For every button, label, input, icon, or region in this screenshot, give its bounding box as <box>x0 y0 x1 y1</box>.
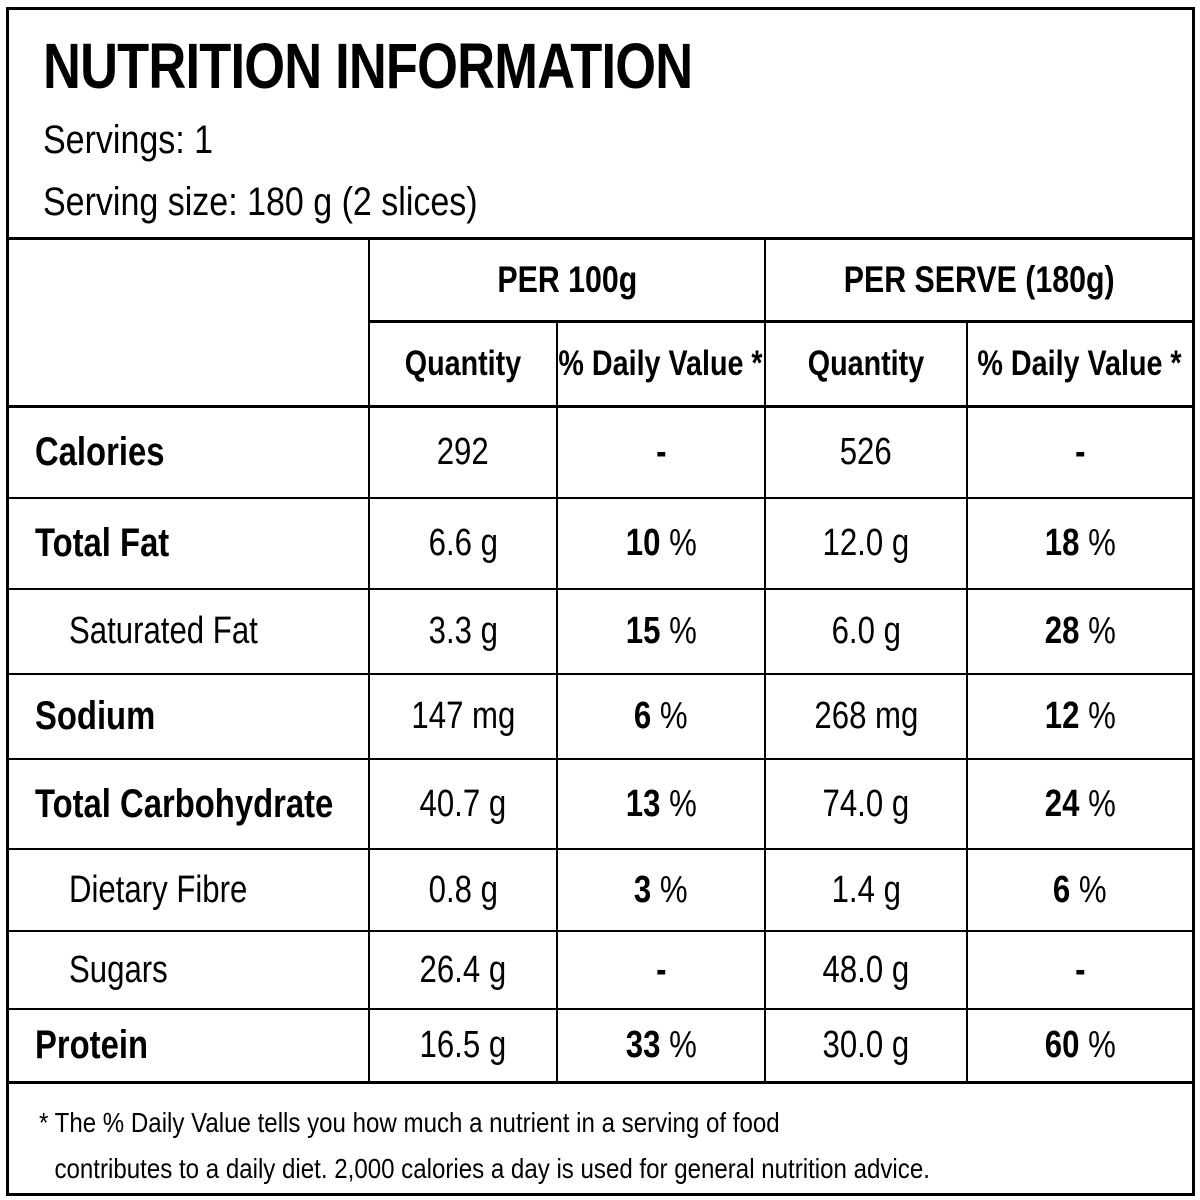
col-header-per-serve: PER SERVE (180g) <box>843 259 1115 300</box>
cell-sugars-dv-serve: - <box>1074 948 1086 991</box>
cell-total-fat-qty-100g: 6.6 g <box>428 522 498 564</box>
cell-sodium-dv-100g: 6 % <box>634 695 688 737</box>
footnote-line-2: contributes to a daily diet. 2,000 calor… <box>54 1153 930 1184</box>
cell-saturated-fat-qty-100g: 3.3 g <box>428 610 498 652</box>
footnote: * The % Daily Value tells you how much a… <box>39 1100 1075 1192</box>
cell-total-fat-dv-serve: 18 % <box>1044 522 1116 564</box>
cell-calories-qty-serve: 526 <box>840 431 892 473</box>
cell-total-carbohydrate-dv-100g: 13 % <box>625 782 697 825</box>
cell-protein-qty-100g: 16.5 g <box>419 1024 507 1066</box>
cell-total-carbohydrate-dv-serve: 24 % <box>1044 782 1116 825</box>
nutrition-panel: NUTRITION INFORMATION Servings: 1 Servin… <box>6 7 1195 1196</box>
row-label-total-carbohydrate: Total Carbohydrate <box>35 781 334 826</box>
row-label-calories: Calories <box>35 430 165 474</box>
col-header-dv-serve: % Daily Value * <box>977 344 1183 383</box>
cell-dietary-fibre-qty-100g: 0.8 g <box>428 868 498 911</box>
cell-sodium-qty-100g: 147 mg <box>411 695 515 737</box>
cell-saturated-fat-qty-serve: 6.0 g <box>831 610 901 652</box>
cell-sugars-dv-100g: - <box>655 948 667 991</box>
row-label-saturated-fat: Saturated Fat <box>69 610 258 652</box>
cell-protein-dv-serve: 60 % <box>1044 1024 1116 1066</box>
cell-total-fat-qty-serve: 12.0 g <box>822 522 910 564</box>
row-label-sodium: Sodium <box>35 694 156 738</box>
cell-sodium-dv-serve: 12 % <box>1044 695 1116 737</box>
col-header-dv-100g: % Daily Value * <box>558 344 764 383</box>
cell-sodium-qty-serve: 268 mg <box>814 695 918 737</box>
cell-saturated-fat-dv-100g: 15 % <box>625 610 697 652</box>
cell-calories-dv-100g: - <box>655 431 667 473</box>
row-label-dietary-fibre: Dietary Fibre <box>69 868 248 911</box>
panel-header: NUTRITION INFORMATION Servings: 1 Servin… <box>9 10 1192 240</box>
row-label-protein: Protein <box>35 1023 148 1067</box>
serving-size-text: Serving size: 180 g (2 slices) <box>43 180 478 224</box>
cell-dietary-fibre-dv-serve: 6 % <box>1053 868 1107 911</box>
nutrition-table: PER 100g PER SERVE (180g) Quantity % Dai… <box>9 10 1192 1193</box>
col-header-quantity-serve: Quantity <box>807 344 925 383</box>
cell-protein-dv-100g: 33 % <box>625 1024 697 1066</box>
cell-calories-qty-100g: 292 <box>437 431 489 473</box>
cell-total-carbohydrate-qty-serve: 74.0 g <box>822 782 910 825</box>
cell-total-fat-dv-100g: 10 % <box>625 522 697 564</box>
col-header-per-100g: PER 100g <box>497 259 637 300</box>
cell-calories-dv-serve: - <box>1074 431 1086 473</box>
cell-sugars-qty-serve: 48.0 g <box>822 948 910 991</box>
panel-title: NUTRITION INFORMATION <box>43 30 693 102</box>
cell-dietary-fibre-dv-100g: 3 % <box>634 868 688 911</box>
row-label-total-fat: Total Fat <box>35 521 170 565</box>
cell-dietary-fibre-qty-serve: 1.4 g <box>831 868 901 911</box>
cell-saturated-fat-dv-serve: 28 % <box>1044 610 1116 652</box>
row-label-sugars: Sugars <box>69 948 168 991</box>
cell-protein-qty-serve: 30.0 g <box>822 1024 910 1066</box>
servings-text: Servings: 1 <box>43 118 214 162</box>
cell-sugars-qty-100g: 26.4 g <box>419 948 507 991</box>
cell-total-carbohydrate-qty-100g: 40.7 g <box>419 782 507 825</box>
col-header-quantity-100g: Quantity <box>404 344 522 383</box>
footnote-line-1: * The % Daily Value tells you how much a… <box>39 1107 780 1138</box>
